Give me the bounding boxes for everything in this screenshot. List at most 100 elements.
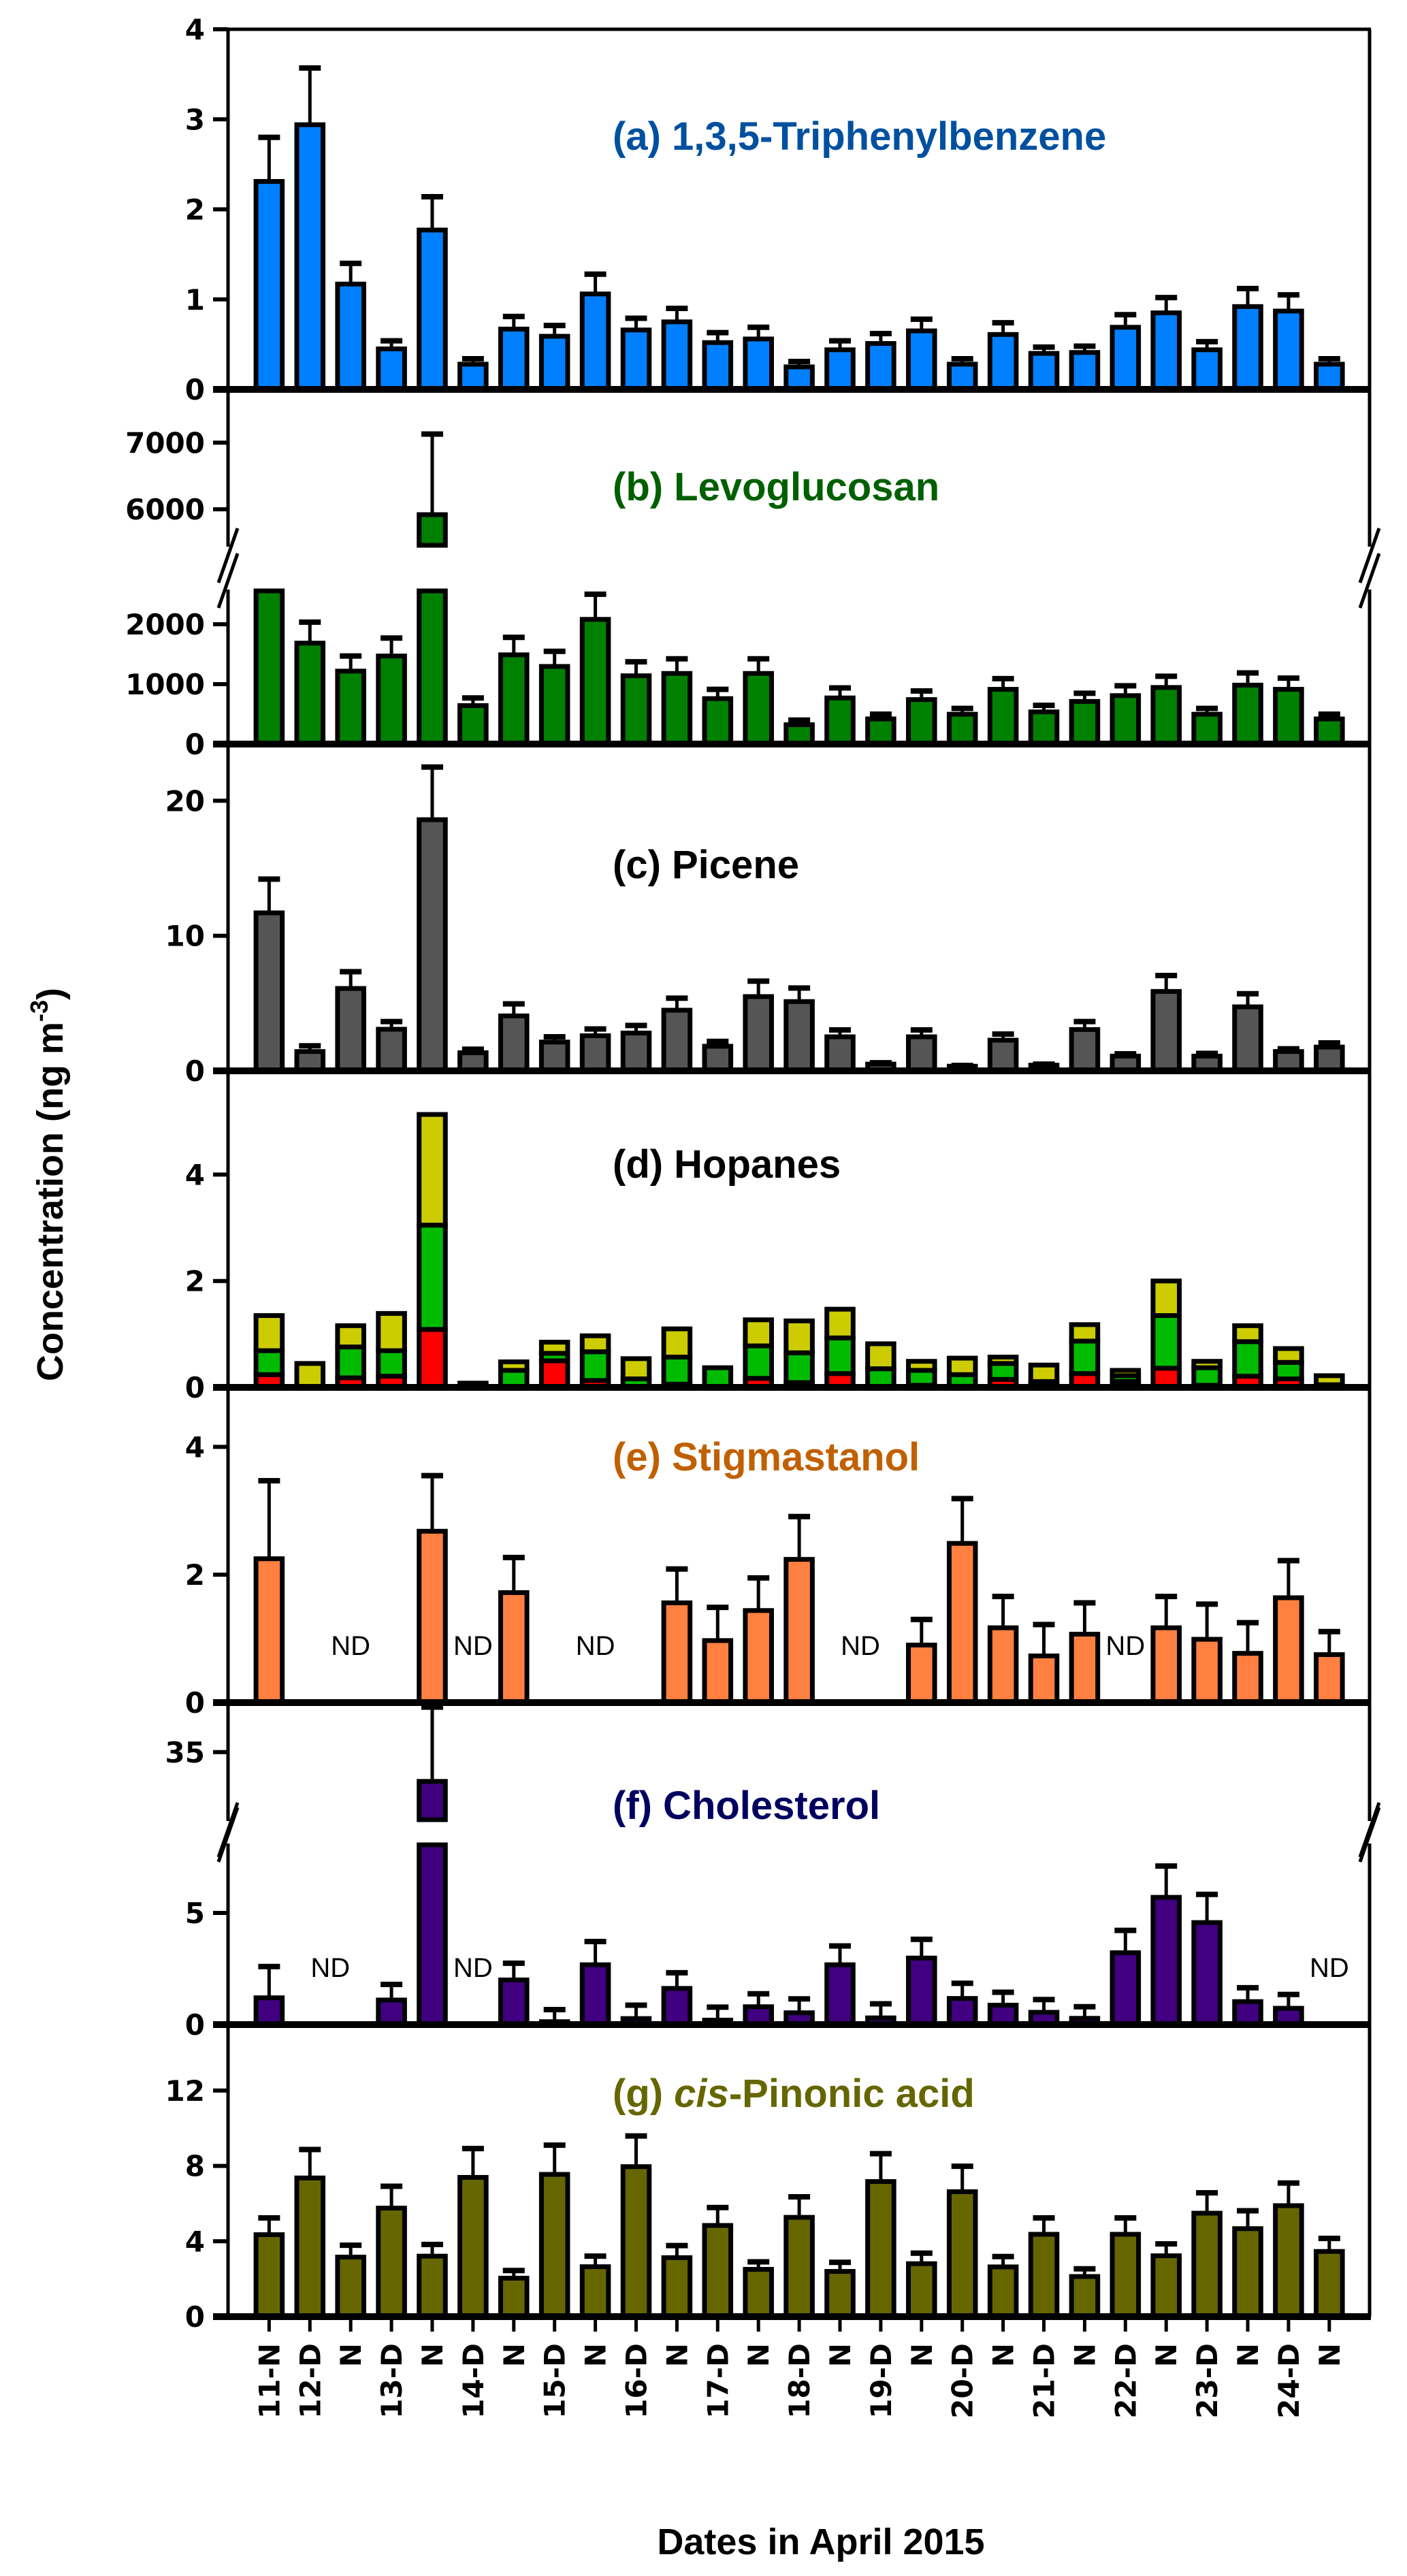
bar [1314, 716, 1345, 747]
bar [783, 999, 815, 1074]
x-tick-label: N [1313, 2343, 1346, 2367]
bar [661, 319, 693, 392]
bar-segment [661, 1354, 693, 1387]
bar [253, 910, 285, 1074]
bar [906, 2261, 937, 2319]
panel-title-part: (f) Cholesterol [613, 1784, 880, 1828]
bar-segment [946, 1355, 978, 1377]
bar [253, 2232, 285, 2319]
bar [1273, 308, 1304, 392]
bar [906, 328, 937, 392]
y-tick-label: 4 [185, 13, 205, 46]
panel-title-part: -Pinonic acid [729, 2072, 975, 2116]
x-tick-label: N [1150, 2343, 1183, 2367]
bar [987, 2264, 1019, 2319]
bar [824, 2269, 856, 2319]
bar [620, 2164, 652, 2319]
bar [620, 673, 652, 747]
y-tick-label: 3 [185, 103, 205, 136]
bar-segment [1191, 1359, 1223, 1370]
panel-c: 0 10 20 (c) Picene [165, 744, 1372, 1088]
panel-title-part: cis [674, 2072, 729, 2116]
x-tick-label: 24-D [1272, 2343, 1306, 2419]
nd-label: ND [453, 1631, 493, 1661]
nd-label: ND [331, 1631, 370, 1661]
bar [579, 291, 611, 392]
bar [335, 281, 366, 392]
bar [1150, 310, 1182, 392]
bar [946, 361, 978, 392]
bar [1028, 709, 1060, 747]
bar [335, 669, 366, 747]
y-tick-label: 2000 [125, 608, 205, 641]
y-tick-label: 0 [185, 2008, 205, 2042]
bar [1069, 698, 1101, 747]
panel-e: ND ND ND ND ND 0 2 4 (e) Stigmastanol [185, 1387, 1372, 1720]
y-tick-label: 0 [185, 1371, 205, 1404]
bar [376, 2206, 407, 2319]
bar [865, 341, 896, 392]
panel-title-part: (e) Stigmastanol [613, 1435, 920, 1479]
bar [987, 687, 1019, 747]
bar [946, 1996, 978, 2027]
bar [1232, 304, 1263, 392]
bar [1069, 1027, 1101, 1074]
bar-segment [824, 1335, 856, 1376]
bar [294, 122, 326, 392]
bar [1191, 2210, 1223, 2319]
bar-segment [661, 1326, 693, 1359]
y-tick-label: 7000 [125, 426, 205, 460]
x-tick-label: 23-D [1191, 2343, 1224, 2419]
panel-title-d: (d) Hopanes [613, 1142, 841, 1187]
bar [376, 1027, 407, 1074]
bar [538, 1040, 570, 1074]
x-tick-label: N [987, 2343, 1020, 2367]
x-tick-label: N [824, 2343, 857, 2367]
bar [579, 2264, 611, 2319]
panel-title-part: (c) Picene [613, 843, 799, 887]
y-tick-label: 10 [165, 920, 205, 953]
bar-segment [1273, 1346, 1304, 1365]
panel-b: 0 1000 2000 6000 7000 (b) Levoglucosan [125, 389, 1381, 761]
bar-segment [579, 1333, 611, 1355]
x-tick-label: 20-D [946, 2343, 980, 2419]
bar [1232, 682, 1263, 747]
axis-break-mark [216, 553, 240, 609]
bar [946, 711, 978, 747]
y-tick-label: 0 [185, 1686, 205, 1720]
bar [661, 1986, 693, 2027]
panel-d: 0 2 4 (d) Hopanes [185, 1071, 1372, 1404]
bar [743, 336, 774, 392]
bar-segment [498, 1359, 530, 1373]
bar-segment [1273, 1359, 1304, 1381]
y-tick-label: 2 [185, 193, 205, 227]
nd-label: ND [310, 1953, 350, 1983]
bar-segment [987, 1354, 1019, 1366]
bar [906, 1034, 937, 1074]
bar-segment [1232, 1323, 1263, 1345]
bar [1069, 350, 1101, 392]
bar-segment [1069, 1322, 1101, 1344]
panel-f: ND ND ND 0 5 35 (f) Cholesterol [165, 1703, 1381, 2042]
bar [579, 1033, 611, 1074]
panel-title-g: (g) cis-Pinonic acid [613, 2072, 975, 2116]
bar [783, 1557, 815, 1705]
y-axis-title-superscript: -3 [25, 1000, 53, 1022]
bar [1314, 361, 1345, 392]
bar [253, 1556, 285, 1705]
bar [1028, 1653, 1060, 1705]
bar [1069, 2274, 1101, 2319]
bar [987, 1625, 1019, 1705]
bar-segment [620, 1356, 652, 1381]
bar [1150, 685, 1182, 747]
bar [335, 986, 366, 1074]
bar [417, 1842, 448, 2027]
y-tick-label: 0 [185, 1054, 205, 1088]
bar [1110, 2232, 1142, 2319]
bar-segment [824, 1306, 856, 1340]
bar [538, 2172, 570, 2319]
bar-segment [1191, 1365, 1223, 1388]
bar-segment [743, 1317, 774, 1349]
bar [1191, 1637, 1223, 1705]
